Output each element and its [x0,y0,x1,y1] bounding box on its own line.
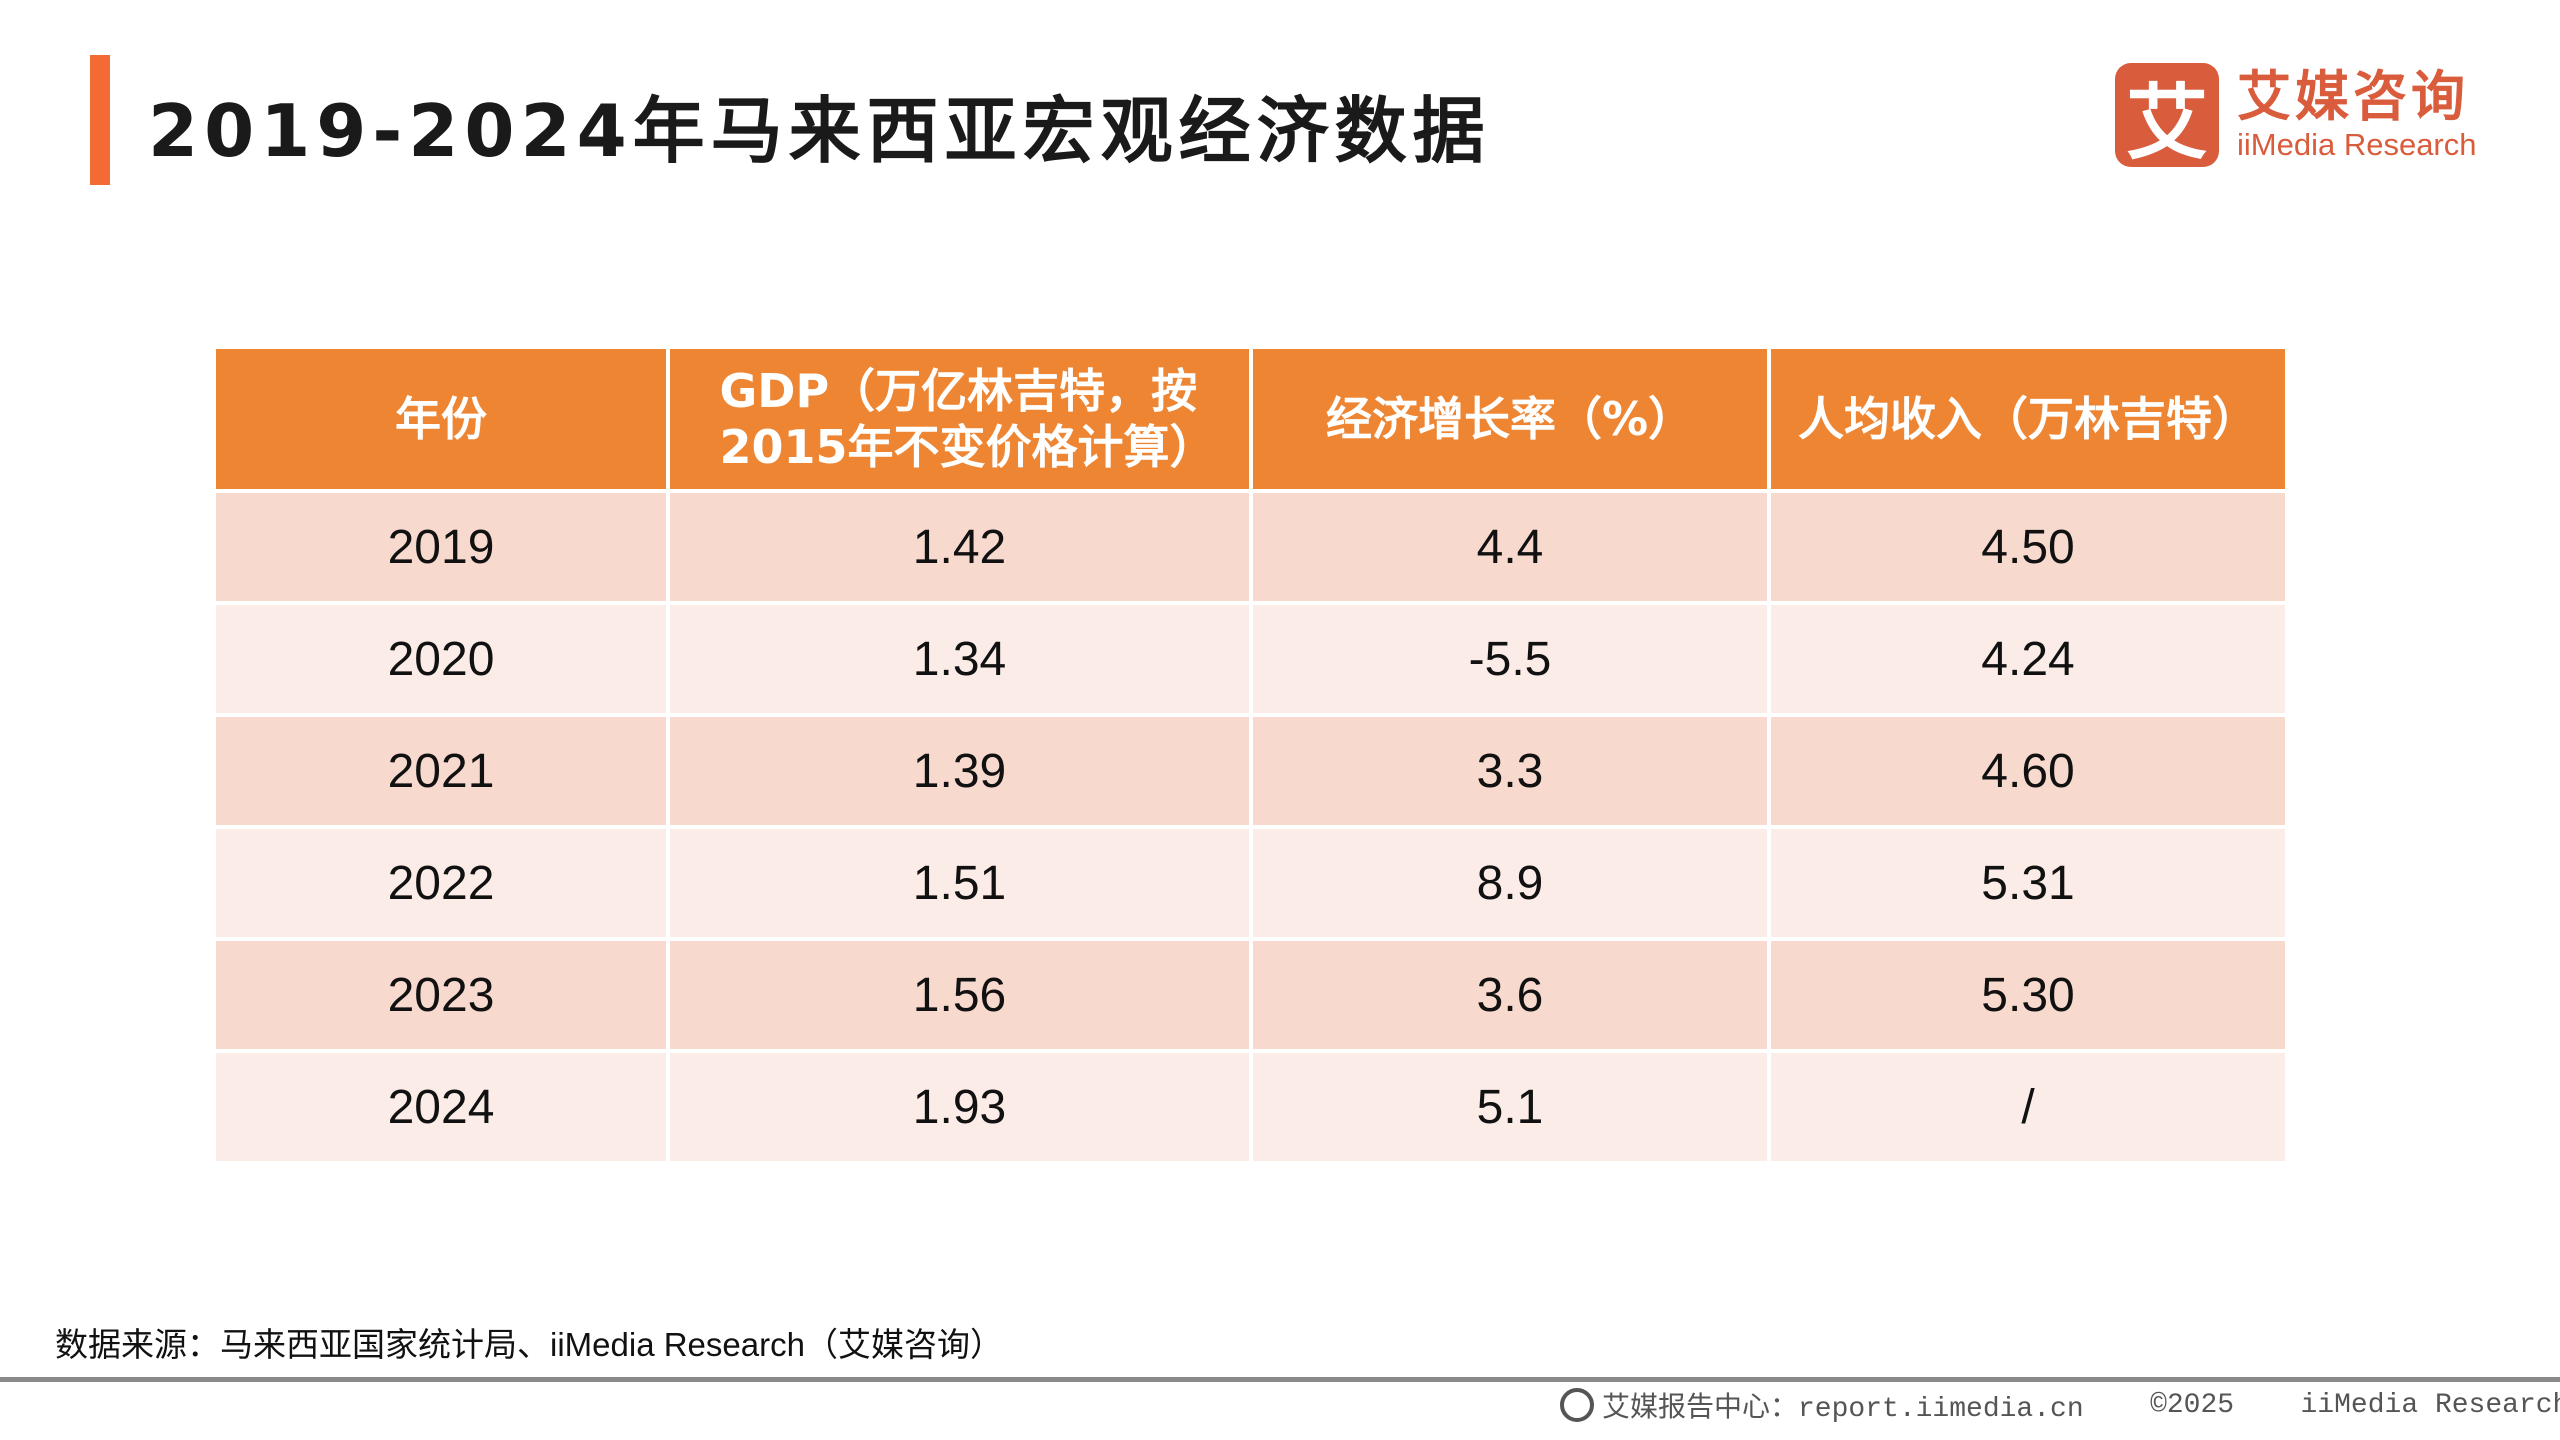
logo-name-cn: 艾媒咨询 [2237,65,2469,128]
table-row: 2019 1.42 4.4 4.50 [212,489,2289,605]
header-growth: 经济增长率（%） [1249,345,1771,493]
cell-gdp: 1.42 [666,489,1253,605]
cell-year: 2020 [212,601,670,717]
cell-gdp: 1.51 [666,825,1253,941]
cell-income: 5.30 [1767,937,2289,1053]
header-gdp-label: GDP（万亿林吉特，按2015年不变价格计算） [719,364,1216,474]
footer-copyright: ©2025 [2150,1389,2235,1421]
logo-name-en: iiMedia Research [2237,127,2477,162]
cell-gdp: 1.56 [666,937,1253,1053]
table-row: 2021 1.39 3.3 4.60 [212,713,2289,829]
footer-site[interactable]: 艾媒报告中心：report.iimedia.cn [1602,1394,2084,1425]
cell-income: / [1767,1049,2289,1165]
cell-growth: 3.6 [1249,937,1771,1053]
cell-growth: 8.9 [1249,825,1771,941]
header-gdp: GDP（万亿林吉特，按2015年不变价格计算） [666,345,1253,493]
cell-year: 2021 [212,713,670,829]
cell-year: 2024 [212,1049,670,1165]
footer-divider [0,1377,2560,1382]
page-title: 2019-2024年马来西亚宏观经济数据 [148,89,1491,173]
cell-income: 4.24 [1767,601,2289,717]
cell-year: 2022 [212,825,670,941]
iimedia-logo: 艾 艾媒咨询 iiMedia Research [2115,63,2477,171]
cell-growth: 4.4 [1249,489,1771,605]
cell-growth: -5.5 [1249,601,1771,717]
cell-year: 2023 [212,937,670,1053]
footer-company: iiMedia Research Inc [2300,1389,2560,1421]
header-income: 人均收入（万林吉特） [1767,345,2289,493]
economic-data-table: 年份 GDP（万亿林吉特，按2015年不变价格计算） 经济增长率（%） 人均收入… [212,345,2289,1165]
cell-growth: 5.1 [1249,1049,1771,1165]
table-header-row: 年份 GDP（万亿林吉特，按2015年不变价格计算） 经济增长率（%） 人均收入… [212,345,2289,493]
cell-gdp: 1.39 [666,713,1253,829]
table-row: 2023 1.56 3.6 5.30 [212,937,2289,1053]
cell-year: 2019 [212,489,670,605]
data-source: 数据来源：马来西亚国家统计局、iiMedia Research（艾媒咨询） [55,1326,1003,1363]
cell-income: 4.50 [1767,489,2289,605]
logo-mark: 艾 [2115,63,2219,171]
header-year: 年份 [212,345,670,493]
table-row: 2024 1.93 5.1/ [212,1049,2289,1165]
globe-icon [1560,1388,1594,1422]
cell-income: 4.60 [1767,713,2289,829]
cell-income: 5.31 [1767,825,2289,941]
cell-growth: 3.3 [1249,713,1771,829]
cell-gdp: 1.93 [666,1049,1253,1165]
cell-gdp: 1.34 [666,601,1253,717]
table-row: 2022 1.51 8.9 5.31 [212,825,2289,941]
footer: 艾媒报告中心：report.iimedia.cn ©2025 iiMedia R… [1560,1385,2560,1425]
title-accent-bar [90,55,110,185]
table-row: 2020 1.34 -5.5 4.24 [212,601,2289,717]
